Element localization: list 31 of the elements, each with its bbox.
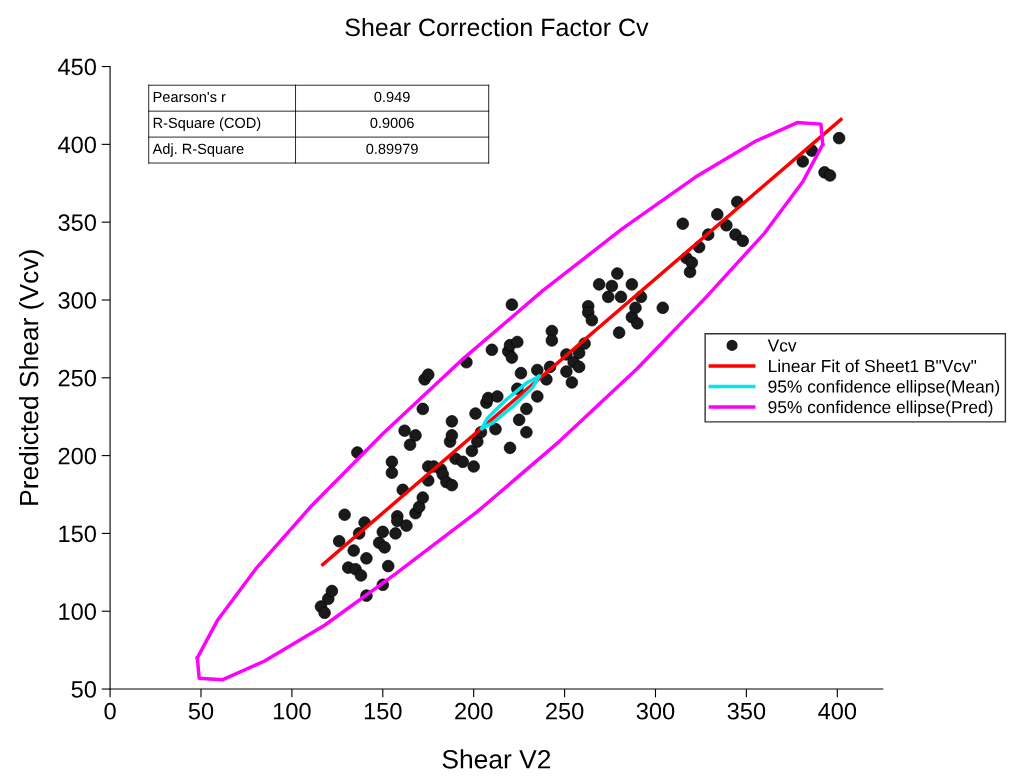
- y-tick-label: 50: [71, 681, 96, 698]
- y-tick-label: 100: [59, 603, 96, 621]
- x-tick-label: 250: [546, 702, 584, 720]
- y-tick-label: 300: [58, 292, 96, 309]
- y-tick-label: 450: [58, 58, 96, 76]
- annotation: 0.9006: [370, 117, 414, 129]
- y-axis-title: Predicted Shear (Vcv): [19, 250, 44, 505]
- x-tick-label: 200: [455, 702, 493, 720]
- x-tick-label: 150: [364, 702, 402, 720]
- y-tick-label: 150: [59, 525, 96, 543]
- legend-label: Linear Fit of Sheet1 B"Vcv": [769, 359, 977, 373]
- x-tick-label: 300: [636, 702, 675, 720]
- annotation: 0.89979: [366, 143, 418, 154]
- x-tick-label: 50: [188, 702, 214, 720]
- x-axis-title: Shear V2: [442, 749, 551, 769]
- x-tick-label: 100: [274, 702, 311, 720]
- annotation: Pearson's r: [153, 91, 226, 103]
- annotation: Adj. R-Square: [152, 143, 244, 157]
- y-tick-label: 200: [58, 447, 96, 465]
- legend-label: 95% confidence ellipse(Mean): [768, 379, 1000, 397]
- y-tick-label: 250: [58, 369, 96, 387]
- legend-label: 95% confidence ellipse(Pred): [768, 400, 993, 417]
- x-tick-label: 350: [727, 702, 766, 720]
- x-tick-label: 400: [818, 702, 857, 720]
- y-tick-label: 350: [58, 214, 96, 231]
- y-tick-label: 400: [58, 136, 96, 154]
- chart-title: Shear Correction Factor Cv: [345, 17, 649, 37]
- annotation: R-Square (COD): [153, 117, 261, 131]
- legend-label: Vcv: [767, 339, 797, 352]
- annotation: 0.949: [374, 91, 410, 103]
- x-tick-label: 0: [104, 702, 116, 720]
